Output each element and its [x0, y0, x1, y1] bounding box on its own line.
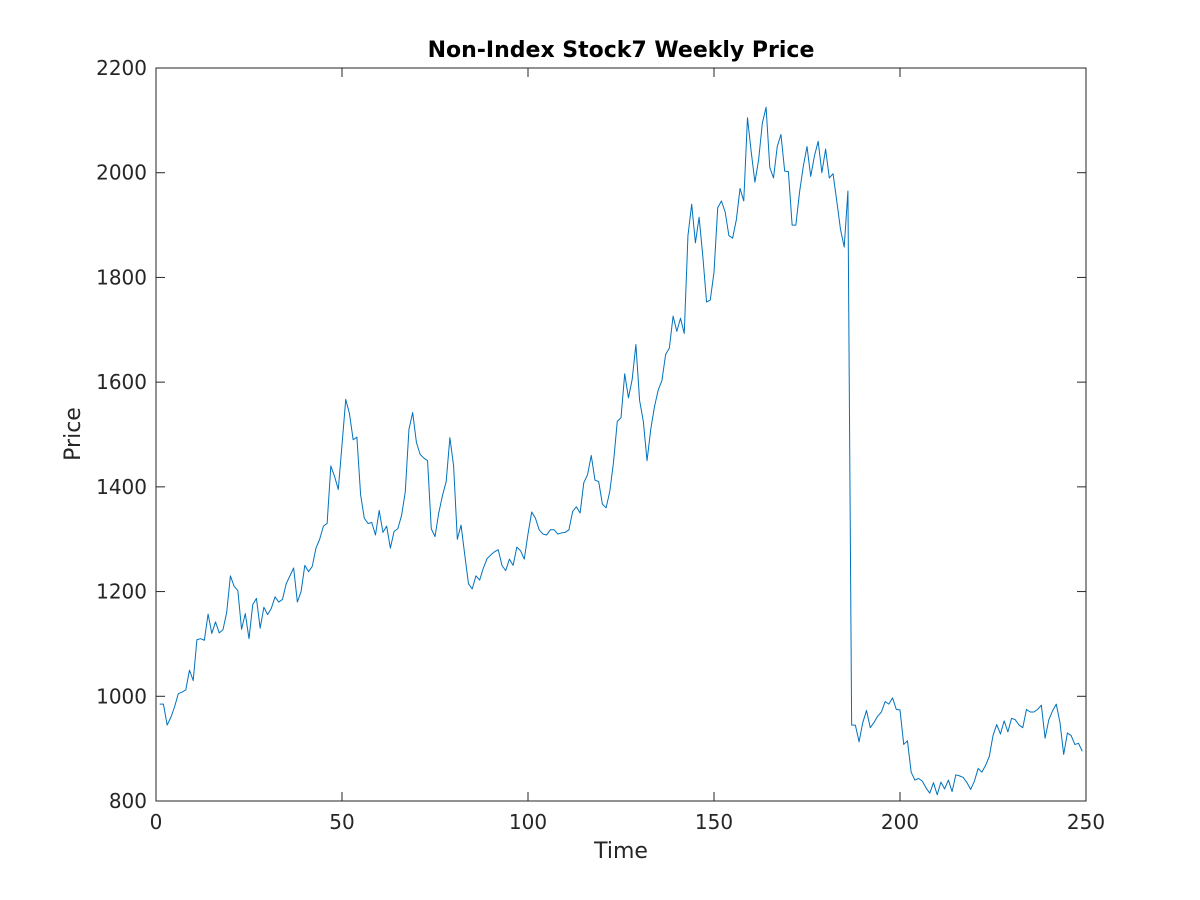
- x-axis-label: Time: [593, 839, 648, 864]
- y-tick-label: 2200: [96, 56, 147, 80]
- y-tick-label: 1600: [96, 370, 147, 394]
- axes-box: [155, 67, 1087, 802]
- x-tick-label: 250: [1067, 810, 1105, 834]
- x-tick-label: 100: [509, 810, 547, 834]
- y-tick-label: 2000: [96, 161, 147, 185]
- y-tick-label: 1000: [96, 684, 147, 708]
- y-tick-label: 1200: [96, 580, 147, 604]
- y-tick-label: 1400: [96, 475, 147, 499]
- x-tick-label: 0: [150, 810, 163, 834]
- y-axis-ticks: 800 1000 1200 1400 1600 1800 2000 2200: [96, 56, 1086, 813]
- y-axis-label: Price: [61, 407, 86, 461]
- y-tick-label: 1800: [96, 265, 147, 289]
- plot-area: [156, 68, 1086, 801]
- x-axis-ticks: 0 50 100 150 200 250: [150, 68, 1105, 834]
- y-tick-label: 800: [109, 789, 147, 813]
- x-tick-label: 150: [695, 810, 733, 834]
- chart-title: Non-Index Stock7 Weekly Price: [428, 38, 815, 63]
- series-line-0: [159, 106, 1083, 796]
- x-tick-label: 200: [881, 810, 919, 834]
- series-layer: [159, 106, 1083, 796]
- x-tick-label: 50: [329, 810, 354, 834]
